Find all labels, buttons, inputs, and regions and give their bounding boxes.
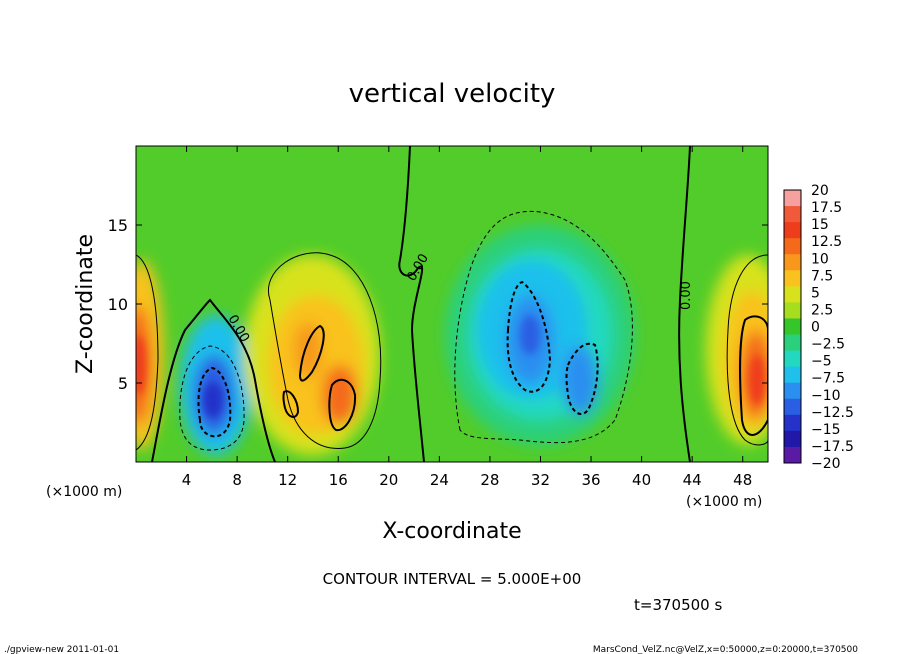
colorbar-label: −7.5 bbox=[811, 371, 845, 387]
colorbar-label: −10 bbox=[811, 388, 841, 404]
x-unit-label: (×1000 m) bbox=[686, 494, 762, 510]
colorbar-swatch bbox=[784, 414, 801, 432]
colorbar-swatch bbox=[784, 206, 801, 223]
positive-contour-core-b2 bbox=[298, 324, 325, 382]
colorbar-label: −15 bbox=[811, 422, 841, 438]
colorbar-swatch bbox=[784, 446, 801, 464]
updraft-b-core1 bbox=[322, 365, 358, 425]
positive-contour-right bbox=[726, 254, 768, 446]
x-tick-label: 20 bbox=[379, 471, 398, 489]
negative-contour-a-core bbox=[197, 366, 232, 438]
x-tick-label: 16 bbox=[329, 471, 348, 489]
x-tick-label: 28 bbox=[480, 471, 499, 489]
updraft-left-peak bbox=[136, 335, 146, 395]
colorbar-label: 15 bbox=[811, 217, 829, 233]
heatmap-field bbox=[136, 146, 768, 462]
colorbar-swatch bbox=[784, 430, 801, 448]
chart-title: vertical velocity bbox=[349, 79, 556, 109]
colorbar-label: 0 bbox=[811, 320, 820, 336]
contour-lines bbox=[136, 146, 768, 462]
updraft-right-peak bbox=[749, 355, 765, 405]
y-tick-label: 10 bbox=[108, 295, 128, 314]
x-axis-label: X-coordinate bbox=[382, 519, 521, 544]
colorbar-label: 17.5 bbox=[811, 200, 842, 216]
colorbar-swatch bbox=[784, 238, 801, 255]
colorbar-swatch bbox=[784, 270, 801, 287]
positive-contour-left bbox=[136, 254, 159, 451]
colorbar-label: 5 bbox=[811, 285, 820, 301]
colorbar-label: 10 bbox=[811, 251, 829, 267]
colorbar-label: 20 bbox=[811, 183, 829, 199]
x-tick-label: 24 bbox=[430, 471, 449, 489]
y-tick-label: 5 bbox=[118, 374, 128, 393]
colorbar-swatch bbox=[784, 222, 801, 239]
x-tick-label: 40 bbox=[632, 471, 651, 489]
positive-contour-core-b3 bbox=[282, 390, 300, 418]
zero-contour-3 bbox=[678, 146, 691, 462]
colorbar-swatch bbox=[784, 398, 801, 416]
y-axis-label: Z-coordinate bbox=[73, 234, 98, 374]
colorbar-swatch bbox=[784, 318, 801, 336]
negative-contour-a bbox=[179, 345, 245, 451]
y-unit-label: (×1000 m) bbox=[46, 484, 122, 500]
downdraft-b-core2 bbox=[562, 345, 598, 415]
x-tick-label: 4 bbox=[182, 471, 192, 489]
x-tick-label: 36 bbox=[581, 471, 600, 489]
negative-contour-b-core1 bbox=[506, 280, 552, 393]
zero-contour-1 bbox=[151, 298, 276, 462]
colorbar-swatch bbox=[784, 254, 801, 271]
footer-right: MarsCond_VelZ.nc@VelZ,x=0:50000,z=0:2000… bbox=[593, 645, 858, 654]
x-tick-label: 44 bbox=[683, 471, 702, 489]
colorbar-swatch bbox=[784, 190, 801, 207]
y-tick-label: 15 bbox=[108, 216, 128, 235]
footer-left: ./gpview-new 2011-01-01 bbox=[4, 645, 119, 654]
zero-contour-2 bbox=[398, 146, 425, 462]
colorbar-swatch bbox=[784, 286, 801, 303]
positive-contour-b bbox=[267, 252, 382, 449]
colorbar-label: 2.5 bbox=[811, 302, 833, 318]
x-tick-label: 12 bbox=[278, 471, 297, 489]
colorbar-label: −2.5 bbox=[811, 337, 845, 353]
colorbar-frame bbox=[783, 189, 802, 464]
downdraft-b-peak bbox=[520, 315, 540, 355]
colorbar-label: −17.5 bbox=[811, 439, 854, 455]
colorbar-label: 7.5 bbox=[811, 268, 833, 284]
positive-contour-core-right bbox=[739, 315, 768, 436]
positive-contour-core-b1 bbox=[328, 378, 357, 432]
negative-contour-b bbox=[454, 210, 633, 444]
contour-interval-text: CONTOUR INTERVAL = 5.000E+00 bbox=[323, 570, 582, 588]
colorbar-swatch bbox=[784, 366, 801, 384]
colorbar-label: −12.5 bbox=[811, 405, 854, 421]
colorbar-label: −5 bbox=[811, 354, 832, 370]
downdraft-a-peak bbox=[203, 382, 223, 418]
colorbar-label: 12.5 bbox=[811, 234, 842, 250]
x-tick-label: 48 bbox=[733, 471, 752, 489]
colorbar-swatch bbox=[784, 350, 801, 368]
contour-label-3: 0.00 bbox=[679, 281, 694, 310]
x-axis: 4 8 12 16 20 24 28 32 36 40 44 48 bbox=[182, 146, 752, 489]
colorbar-label: −20 bbox=[811, 456, 841, 472]
x-tick-label: 8 bbox=[232, 471, 242, 489]
colorbar-swatch bbox=[784, 382, 801, 400]
colorbar-swatch bbox=[784, 334, 801, 352]
negative-contour-b-core2 bbox=[565, 342, 599, 415]
y-axis: 5 10 15 bbox=[108, 216, 768, 393]
x-tick-label: 32 bbox=[531, 471, 550, 489]
updraft-b-core2 bbox=[294, 322, 322, 378]
time-text: t=370500 s bbox=[634, 596, 722, 614]
colorbar-swatch bbox=[784, 302, 801, 319]
